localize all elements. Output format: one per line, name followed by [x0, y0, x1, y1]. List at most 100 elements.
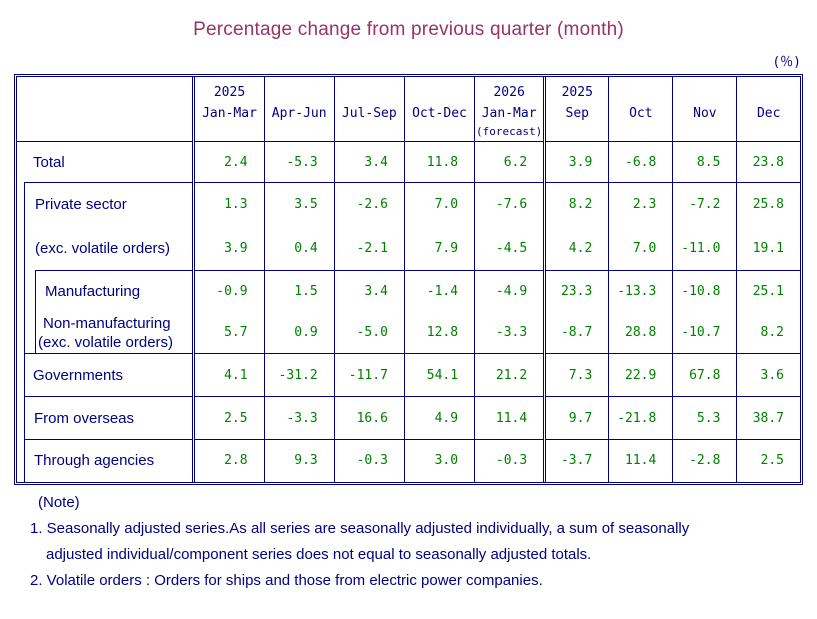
- row-label-through-agencies: Through agencies: [17, 439, 194, 482]
- data-cell: 25.1: [736, 270, 800, 312]
- data-cell: 1.3: [192, 182, 265, 227]
- row-label-from-overseas: From overseas: [17, 396, 194, 440]
- table-row: Private sector 1.3 3.5 -2.6 7.0 -7.6 8.2…: [17, 182, 800, 227]
- data-cell: 11.4: [474, 396, 545, 440]
- corner-cell: [17, 77, 194, 142]
- data-cell: -10.7: [672, 311, 737, 354]
- table-row: Non-manufacturing (exc. volatile orders) …: [17, 311, 800, 354]
- nesting-line: [24, 226, 25, 271]
- data-cell: 38.7: [736, 396, 800, 440]
- data-cell: -2.8: [672, 439, 737, 482]
- data-cell: 28.8: [608, 311, 673, 354]
- data-cell: -3.3: [474, 311, 545, 354]
- divider-line: [35, 269, 193, 271]
- data-cell: 7.3: [543, 353, 609, 397]
- divider-line: [24, 352, 193, 354]
- nesting-line: [24, 311, 25, 354]
- nesting-line: [35, 311, 36, 354]
- table-row: Manufacturing -0.9 1.5 3.4 -1.4 -4.9 23.…: [17, 270, 800, 312]
- notes-block: (Note) 1. Seasonally adjusted series.As …: [0, 490, 817, 594]
- nesting-line: [35, 270, 36, 312]
- data-cell: 2.5: [736, 439, 800, 482]
- data-cell: 3.4: [333, 141, 405, 183]
- row-label-non-manufacturing: Non-manufacturing (exc. volatile orders): [17, 311, 194, 354]
- nesting-line: [24, 439, 25, 482]
- data-cell: 16.6: [333, 396, 405, 440]
- row-label-governments: Governments: [17, 353, 194, 397]
- data-cell: 3.0: [403, 439, 475, 482]
- data-cell: 3.6: [736, 353, 800, 397]
- data-cell: -11.0: [672, 226, 737, 271]
- col-header-sep: 2025 Sep: [543, 77, 609, 142]
- data-cell: -2.1: [333, 226, 405, 271]
- data-cell: 8.2: [736, 311, 800, 354]
- data-cell: -5.3: [263, 141, 335, 183]
- data-cell: 3.9: [192, 226, 265, 271]
- data-cell: 4.1: [192, 353, 265, 397]
- row-label-private-sector: Private sector: [17, 182, 194, 227]
- data-cell: -7.2: [672, 182, 737, 227]
- data-cell: -8.7: [543, 311, 609, 354]
- note-heading: (Note): [38, 494, 80, 511]
- data-cell: 7.0: [608, 226, 673, 271]
- table-row: Governments 4.1 -31.2 -11.7 54.1 21.2 7.…: [17, 353, 800, 397]
- data-cell: 2.4: [192, 141, 265, 183]
- data-cell: -21.8: [608, 396, 673, 440]
- header-row: 2025 Jan-Mar Apr-Jun Jul-Sep Oct-Dec 2026…: [17, 77, 800, 142]
- data-cell: 5.7: [192, 311, 265, 354]
- col-header-jan-mar: 2025 Jan-Mar: [192, 77, 265, 142]
- data-cell: -1.4: [403, 270, 475, 312]
- row-label-private-exc-volatile: (exc. volatile orders): [17, 226, 194, 271]
- data-cell: 3.9: [543, 141, 609, 183]
- data-cell: 2.8: [192, 439, 265, 482]
- note-line-1: 1. Seasonally adjusted series.As all ser…: [30, 520, 690, 537]
- table-row: From overseas 2.5 -3.3 16.6 4.9 11.4 9.7…: [17, 396, 800, 440]
- col-header-dec: Dec: [736, 77, 800, 142]
- data-cell: 11.8: [403, 141, 475, 183]
- data-cell: 23.8: [736, 141, 800, 183]
- nesting-line: [24, 270, 25, 312]
- data-cell: -4.9: [474, 270, 545, 312]
- data-cell: 5.3: [672, 396, 737, 440]
- data-cell: -4.5: [474, 226, 545, 271]
- table-row: Total 2.4 -5.3 3.4 11.8 6.2 3.9 -6.8 8.5…: [17, 141, 800, 183]
- data-cell: -10.8: [672, 270, 737, 312]
- table-row: Through agencies 2.8 9.3 -0.3 3.0 -0.3 -…: [17, 439, 800, 482]
- data-cell: -2.6: [333, 182, 405, 227]
- data-cell: 3.5: [263, 182, 335, 227]
- data-cell: 11.4: [608, 439, 673, 482]
- row-label-total: Total: [17, 142, 194, 183]
- data-cell: 4.2: [543, 226, 609, 271]
- data-cell: 7.0: [403, 182, 475, 227]
- data-cell: 19.1: [736, 226, 800, 271]
- col-header-nov: Nov: [672, 77, 737, 142]
- table-row: (exc. volatile orders) 3.9 0.4 -2.1 7.9 …: [17, 226, 800, 271]
- data-cell: 7.9: [403, 226, 475, 271]
- col-header-apr-jun: Apr-Jun: [263, 77, 335, 142]
- data-cell: 3.4: [333, 270, 405, 312]
- data-cell: 0.9: [263, 311, 335, 354]
- data-cell: -0.3: [333, 439, 405, 482]
- data-cell: 2.5: [192, 396, 265, 440]
- data-cell: 25.8: [736, 182, 800, 227]
- data-cell: 23.3: [543, 270, 609, 312]
- divider-line: [24, 438, 193, 440]
- data-cell: 8.2: [543, 182, 609, 227]
- col-header-forecast: 2026 Jan-Mar (forecast): [474, 77, 545, 142]
- data-cell: 2.3: [608, 182, 673, 227]
- data-cell: -5.0: [333, 311, 405, 354]
- data-cell: -3.7: [543, 439, 609, 482]
- data-cell: 9.3: [263, 439, 335, 482]
- data-cell: 9.7: [543, 396, 609, 440]
- data-cell: -7.6: [474, 182, 545, 227]
- data-cell: -0.3: [474, 439, 545, 482]
- row-label-manufacturing: Manufacturing: [17, 270, 194, 312]
- data-cell: 67.8: [672, 353, 737, 397]
- unit-label: (％): [772, 55, 801, 70]
- data-cell: -0.9: [192, 270, 265, 312]
- data-cell: -11.7: [333, 353, 405, 397]
- page-title: Percentage change from previous quarter …: [193, 19, 624, 40]
- data-cell: 22.9: [608, 353, 673, 397]
- col-header-oct-dec: Oct-Dec: [403, 77, 475, 142]
- note-line-1b: adjusted individual/component series doe…: [46, 546, 592, 563]
